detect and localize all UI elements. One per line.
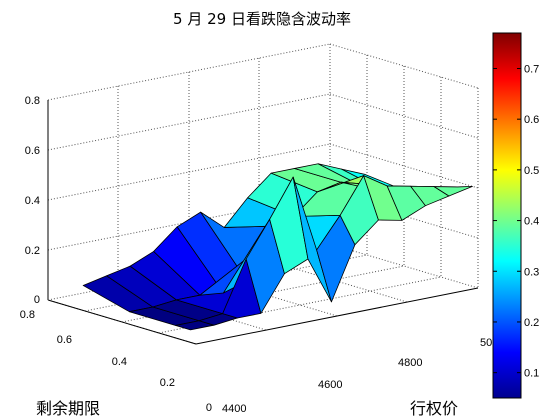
x-tick-label: 4600 (318, 379, 342, 391)
z-tick-label: 0.6 (25, 145, 40, 157)
colorbar-tick-label: 0.6 (524, 114, 539, 126)
x-tick-label: 50 (480, 337, 492, 349)
axes-box (47, 43, 479, 345)
surface-patch (433, 185, 473, 197)
x-tick-label: 4800 (398, 357, 422, 369)
chart-title: 5 月 29 日看跌隐含波动率 (173, 10, 351, 28)
z-tick-label: 0.4 (25, 195, 40, 207)
colorbar-tick-label: 0.4 (524, 216, 539, 228)
y-tick-label: 0.4 (112, 356, 127, 368)
colorbar: 0.1 0.2 0.3 0.4 0.5 0.6 0.7 (492, 32, 539, 399)
colorbar-tick-label: 0.2 (524, 317, 539, 329)
x-axis-label: 行权价 (410, 399, 458, 418)
y-tick-label: 0.2 (160, 377, 175, 389)
colorbar-ticks: 0.1 0.2 0.3 0.4 0.5 0.6 0.7 (493, 63, 539, 380)
z-tick-label: 0.2 (25, 245, 40, 257)
z-ticks: 0.8 0.6 0.4 0.2 0 (25, 95, 40, 306)
colorbar-tick-label: 0.5 (524, 165, 539, 177)
x-tick-label: 4400 (222, 403, 246, 415)
x-ticks: 4400 4600 4800 50 (222, 337, 492, 415)
colorbar-tick-label: 0.7 (524, 63, 539, 75)
y-tick-label: 0.8 (20, 309, 35, 321)
back-grid (47, 43, 479, 345)
y-axis-label: 剩余期限 (36, 399, 100, 418)
surface-mesh (82, 163, 473, 331)
z-tick-label: 0 (34, 294, 40, 306)
y-ticks: 0.8 0.6 0.4 0.2 0 (20, 309, 212, 414)
colorbar-tick-label: 0.1 (524, 368, 539, 380)
y-tick-label: 0.6 (57, 334, 72, 346)
y-tick-label: 0 (206, 402, 212, 414)
z-tick-label: 0.8 (25, 95, 40, 107)
colorbar-gradient (492, 32, 522, 399)
colorbar-tick-label: 0.3 (524, 266, 539, 278)
